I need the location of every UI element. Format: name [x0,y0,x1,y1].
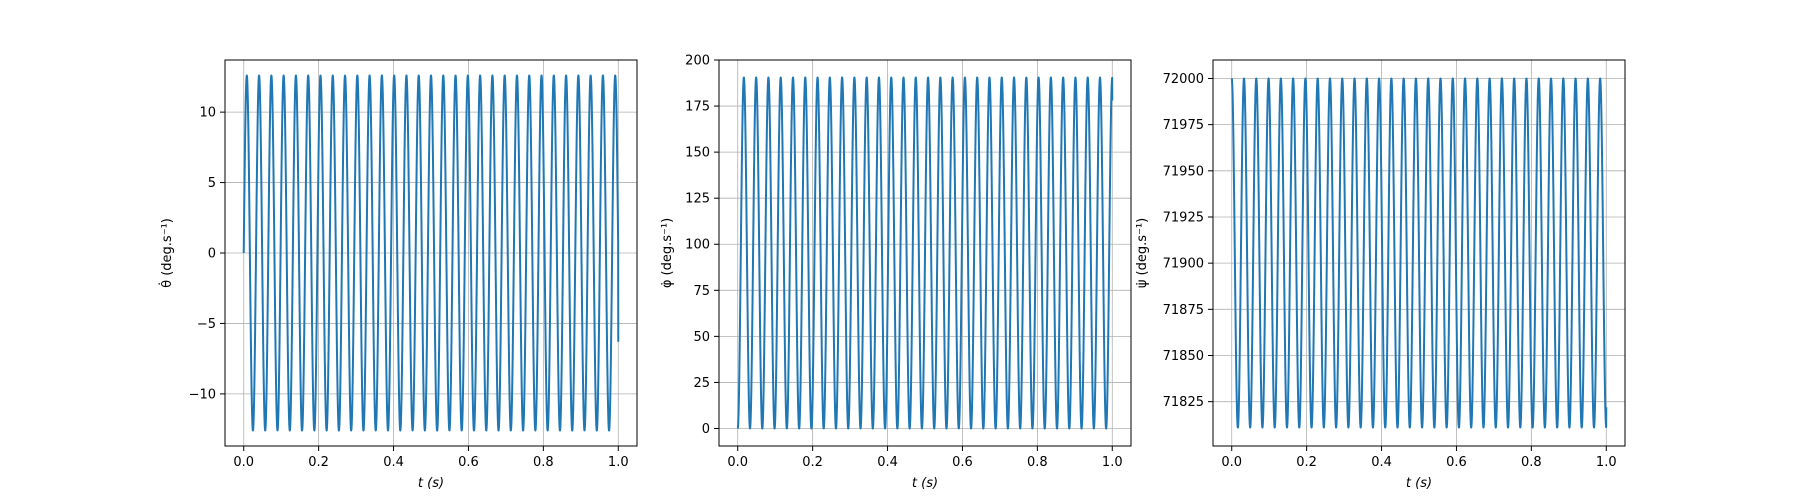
y-tick-label: 71925 [1163,210,1204,225]
y-tick-label: 0 [702,422,710,437]
y-tick-label: 100 [685,238,710,253]
series-line [1230,77,1608,429]
y-tick-label: 71875 [1163,303,1204,318]
series-line [736,76,1114,430]
x-tick-label: 0.0 [1221,455,1242,470]
y-tick-label: 71900 [1163,257,1204,272]
x-tick-label: 0.6 [458,455,479,470]
x-tick-label: 0.6 [952,455,973,470]
x-tick-label: 0.6 [1446,455,1467,470]
y-axis-label: φ̇ (deg.s⁻¹) [660,218,675,288]
y-tick-label: −5 [197,317,216,332]
x-tick-label: 0.4 [877,455,898,470]
x-tick-label: 0.4 [1371,455,1392,470]
y-tick-label: 71825 [1163,395,1204,410]
x-tick-label: 0.0 [727,455,748,470]
chart-panel-3: 0.0 0.2 0.4 0.6 0.8 1.0 71825 71850 71875 71900 71… [1135,59,1626,491]
y-tick-label: 10 [199,106,216,121]
y-axis-label: ψ̇ (deg.s⁻¹) [1135,218,1150,288]
y-tick-label: 175 [685,100,710,115]
x-tick-label: 0.8 [533,455,554,470]
y-tick-label: 71950 [1163,164,1204,179]
chart-panel-1: 0.0 0.2 0.4 0.6 0.8 1.0 −10 −5 0 5 10 t (s) θ̇ (deg.… [159,59,638,491]
y-tick-label: 125 [685,192,710,207]
x-tick-label: 0.4 [383,455,404,470]
y-tick-label: −10 [189,387,216,402]
x-tick-label: 1.0 [608,455,629,470]
y-tick-label: 150 [685,146,710,161]
x-tick-label: 0.2 [1296,455,1317,470]
x-tick-label: 0.8 [1521,455,1542,470]
axes-frame [1212,59,1626,447]
x-axis-label: t (s) [1406,476,1432,491]
x-tick-label: 0.8 [1027,455,1048,470]
series-line [242,74,620,432]
y-tick-label: 72000 [1163,72,1204,87]
chart-panel-2: 0.0 0.2 0.4 0.6 0.8 1.0 0 25 50 75 100 125 150 175 200… [660,54,1132,491]
y-tick-label: 71850 [1163,349,1204,364]
x-tick-label: 0.0 [233,455,254,470]
x-tick-label: 1.0 [1596,455,1617,470]
y-tick-label: 0 [208,247,216,262]
x-axis-label: t (s) [912,476,938,491]
x-tick-label: 1.0 [1102,455,1123,470]
y-tick-label: 50 [693,330,710,345]
y-tick-label: 200 [685,54,710,69]
x-tick-label: 0.2 [308,455,329,470]
y-tick-label: 5 [208,176,216,191]
y-tick-label: 71975 [1163,118,1204,133]
x-axis-label: t (s) [418,476,444,491]
y-axis-label: θ̇ (deg.s⁻¹) [159,218,175,288]
axes-frame [718,59,1132,447]
y-tick-label: 75 [693,284,710,299]
y-tick-label: 25 [693,376,710,391]
x-tick-label: 0.2 [802,455,823,470]
